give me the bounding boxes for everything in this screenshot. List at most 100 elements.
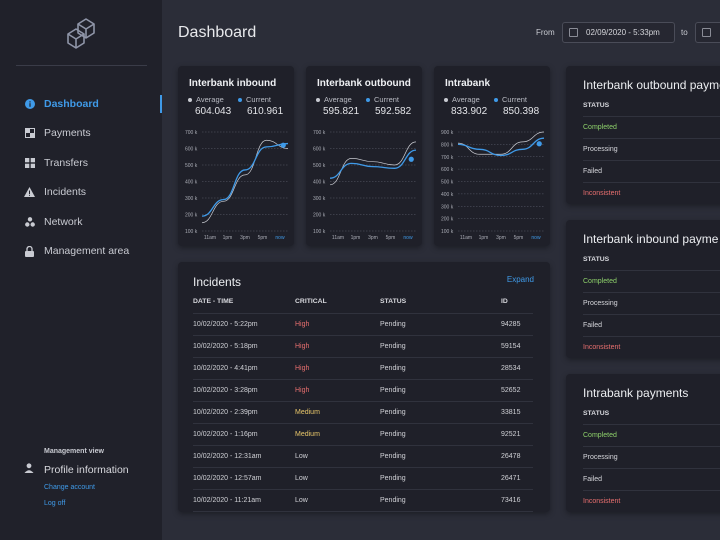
payments-card-interbank-inbound: Interbank inbound payme STATUS Completed… — [566, 220, 720, 358]
x-tick-label: 1pm — [351, 235, 361, 241]
column-header[interactable]: DATE - TIME — [193, 291, 295, 314]
kpi-card-interbank-inbound: Interbank inbound Average Current 604.04… — [178, 66, 294, 246]
status-row[interactable]: Failed — [583, 160, 720, 182]
incident-id: 92521 — [501, 423, 533, 446]
x-tick-label: 3pm — [240, 235, 250, 241]
x-tick-label: 5pm — [258, 235, 268, 241]
x-tick-label: 5pm — [514, 235, 524, 241]
status-row[interactable]: Inconsistent — [583, 336, 720, 358]
to-date-picker[interactable] — [695, 22, 720, 43]
status-row[interactable]: Failed — [583, 314, 720, 336]
sidebar-item-management-area[interactable]: Management area — [0, 237, 162, 267]
incident-critical: High — [295, 379, 380, 402]
column-header[interactable]: STATUS — [380, 291, 501, 314]
column-header[interactable]: ID — [501, 291, 533, 314]
legend-label: Current — [246, 95, 272, 104]
y-tick-label: 700 k — [441, 155, 454, 161]
average-dot-icon — [316, 97, 320, 102]
sidebar-nav: Dashboard Payments Transfers Incidents N… — [0, 89, 162, 266]
calendar-icon — [702, 28, 711, 37]
legend-label: Current — [502, 95, 528, 104]
page-title: Dashboard — [178, 24, 257, 41]
from-label: From — [536, 28, 555, 37]
status-row[interactable]: Completed — [583, 270, 720, 292]
info-icon — [24, 98, 35, 109]
table-row[interactable]: 10/02/2020 - 5:22pm High Pending 94285 — [193, 313, 533, 336]
y-tick-label: 100 k — [441, 229, 454, 235]
current-series-line — [329, 149, 417, 179]
incident-critical: Low — [295, 467, 380, 490]
sidebar-item-incidents[interactable]: Incidents — [0, 178, 162, 208]
table-row[interactable]: 10/02/2020 - 2:39pm Medium Pending 33815 — [193, 401, 533, 424]
status-row[interactable]: Processing — [583, 138, 720, 160]
incident-status: Pending — [380, 357, 501, 380]
status-row[interactable]: Completed — [583, 424, 720, 446]
status-row[interactable]: Completed — [583, 116, 720, 138]
incidents-title: Incidents — [193, 275, 242, 289]
status-row[interactable]: Processing — [583, 292, 720, 314]
status-row[interactable]: Inconsistent — [583, 490, 720, 512]
table-row[interactable]: 10/02/2020 - 1:16pm Medium Pending 92521 — [193, 423, 533, 446]
status-completed: Completed — [583, 432, 617, 439]
y-tick-label: 300 k — [185, 196, 198, 202]
incident-critical: High — [295, 313, 380, 336]
profile-information-button[interactable]: Profile information — [24, 463, 129, 476]
sidebar-item-label: Management area — [44, 245, 130, 258]
incident-status: Pending — [380, 401, 501, 424]
status-row[interactable]: Processing — [583, 446, 720, 468]
expand-link[interactable]: Expand — [506, 275, 534, 284]
y-tick-label: 700 k — [185, 130, 198, 136]
x-tick-label: 11am — [332, 235, 344, 241]
sidebar: Dashboard Payments Transfers Incidents N… — [0, 0, 162, 540]
legend-label: Average — [196, 95, 224, 104]
table-row[interactable]: 10/02/2020 - 12:57am Low Pending 26471 — [193, 467, 533, 490]
log-off-link[interactable]: Log off — [44, 500, 66, 507]
calendar-icon — [569, 28, 578, 37]
x-tick-label: 1pm — [479, 235, 489, 241]
kpi-title: Interbank inbound — [189, 78, 277, 89]
incident-id: 94285 — [501, 313, 533, 336]
incident-status: Pending — [380, 423, 501, 446]
legend-current: Current — [494, 95, 527, 104]
profile-label: Profile information — [44, 463, 129, 476]
y-tick-label: 800 k — [441, 142, 454, 148]
current-dot-icon — [238, 97, 242, 102]
kpi-title: Intrabank — [445, 78, 491, 89]
average-dot-icon — [188, 97, 192, 102]
sidebar-item-payments[interactable]: Payments — [0, 119, 162, 149]
table-row[interactable]: 10/02/2020 - 3:28pm High Pending 52652 — [193, 379, 533, 402]
incident-date: 10/02/2020 - 12:31am — [193, 445, 295, 468]
y-tick-label: 400 k — [185, 180, 198, 186]
incident-id: 28534 — [501, 357, 533, 380]
x-tick-label: now — [531, 235, 541, 241]
table-row[interactable]: 10/02/2020 - 11:21am Low Pending 73416 — [193, 489, 533, 512]
status-row[interactable]: Inconsistent — [583, 182, 720, 204]
status-failed: Failed — [583, 322, 603, 329]
column-header[interactable]: CRITICAL — [295, 291, 380, 314]
sidebar-divider — [16, 65, 147, 66]
incident-id: 26471 — [501, 467, 533, 490]
status-failed: Failed — [583, 168, 603, 175]
incident-critical: High — [295, 357, 380, 380]
incident-date: 10/02/2020 - 1:16pm — [193, 423, 295, 446]
table-row[interactable]: 10/02/2020 - 5:18pm High Pending 59154 — [193, 335, 533, 358]
lock-icon — [24, 245, 35, 257]
status-header: STATUS — [583, 256, 610, 263]
status-inconsistent: Inconsistent — [583, 190, 621, 197]
kpi-current-value: 592.582 — [375, 106, 412, 117]
sidebar-item-network[interactable]: Network — [0, 207, 162, 237]
incident-id: 59154 — [501, 335, 533, 358]
table-row[interactable]: 10/02/2020 - 4:41pm High Pending 28534 — [193, 357, 533, 380]
status-row[interactable]: Failed — [583, 468, 720, 490]
from-date-picker[interactable]: 02/09/2020 - 5:33pm — [562, 22, 675, 43]
change-account-link[interactable]: Change account — [44, 484, 95, 491]
table-row[interactable]: 10/02/2020 - 12:31am Low Pending 26478 — [193, 445, 533, 468]
incident-date: 10/02/2020 - 2:39pm — [193, 401, 295, 424]
sidebar-item-transfers[interactable]: Transfers — [0, 148, 162, 178]
payments-icon — [24, 128, 35, 139]
sidebar-item-label: Incidents — [44, 186, 87, 199]
sidebar-item-dashboard[interactable]: Dashboard — [0, 89, 162, 119]
to-label: to — [681, 28, 688, 37]
y-tick-label: 500 k — [441, 180, 454, 186]
kpi-title: Interbank outbound — [317, 78, 411, 89]
